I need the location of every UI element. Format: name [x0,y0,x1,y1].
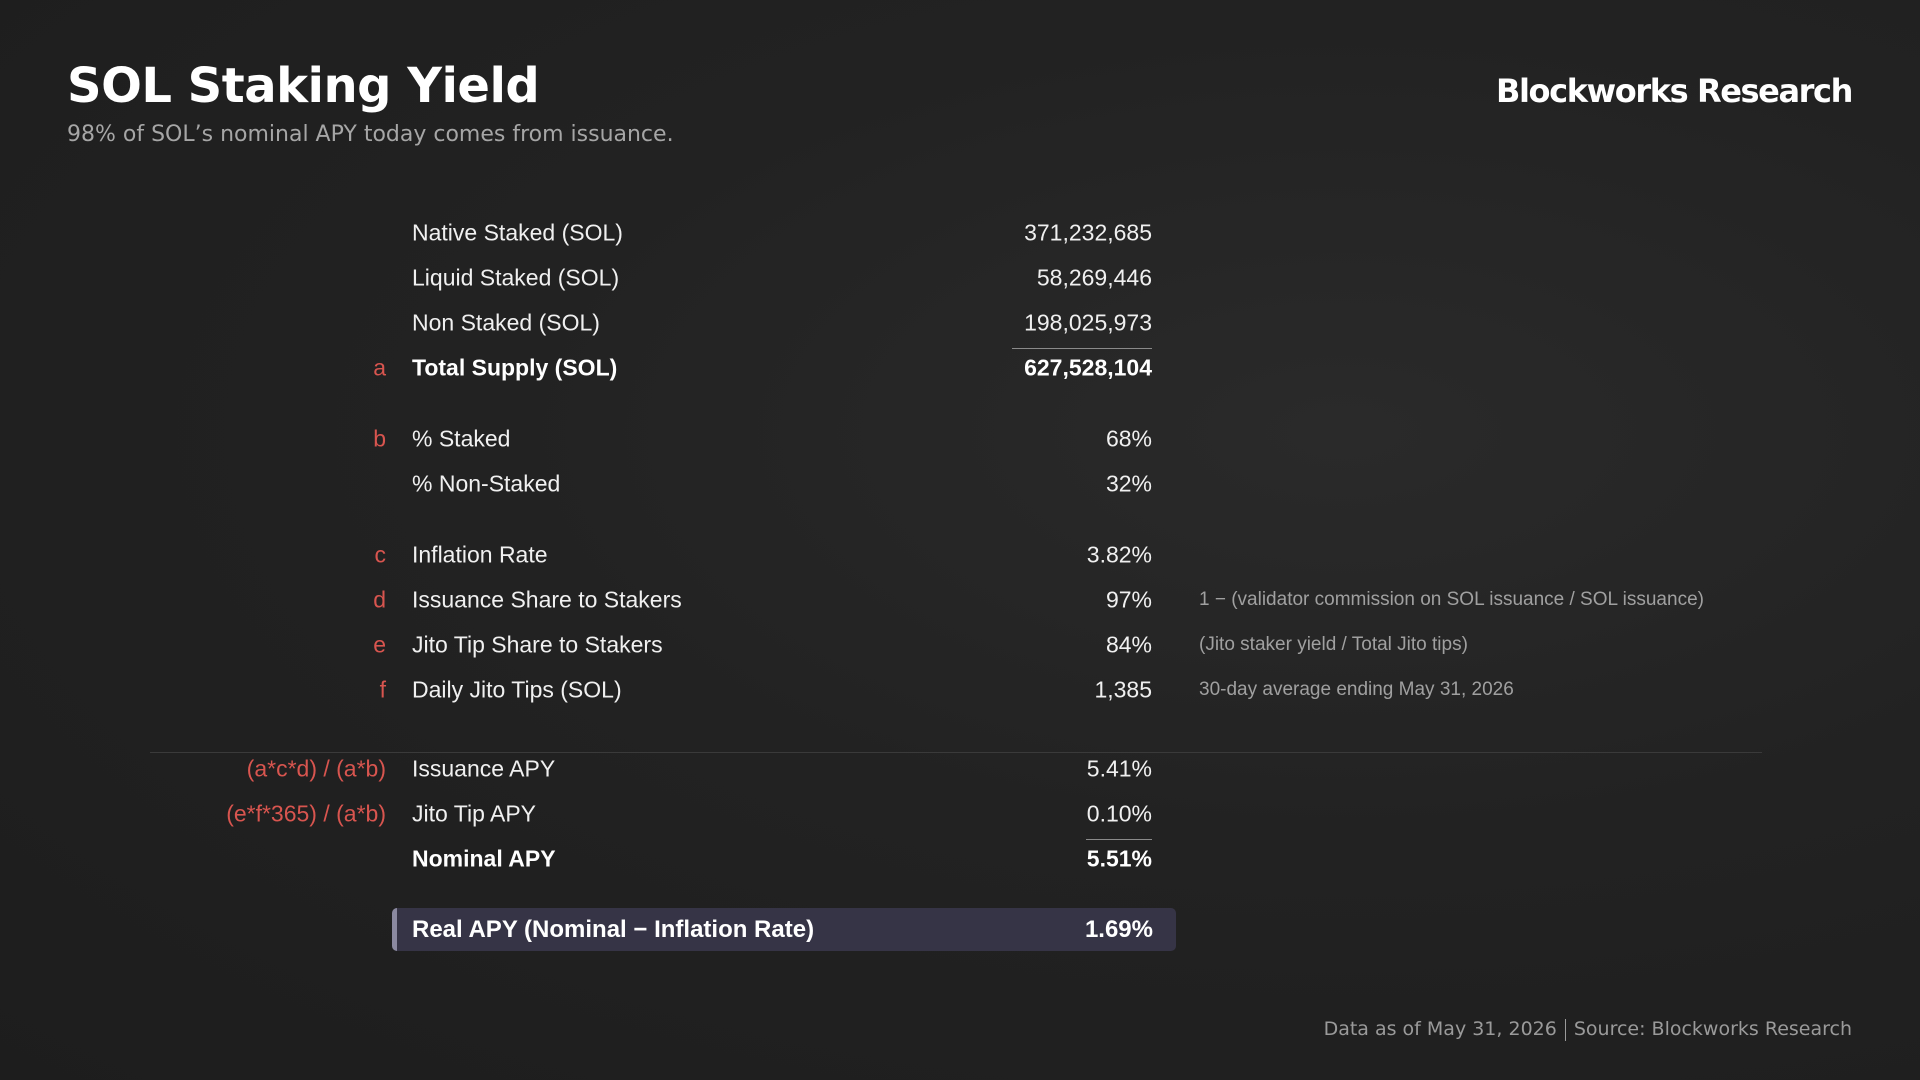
row-value: 1,385 [1094,676,1152,702]
row-formula-tag: c [374,541,387,567]
row-label: Inflation Rate [412,541,548,567]
row-value: 32% [1105,470,1152,496]
table-row-inflation-rate: c Inflation Rate 3.82% [0,532,1920,577]
row-label: Liquid Staked (SOL) [412,264,620,290]
row-value: 5.41% [1086,755,1152,781]
section-divider [150,752,1762,753]
table-row-total-supply: a Total Supply (SOL) 627,528,104 [0,345,1920,390]
row-label: % Staked [412,425,511,451]
row-value: 3.82% [1086,541,1152,567]
table-row-nominal-apy: Nominal APY 5.51% [0,836,1920,881]
row-value: 198,025,973 [1024,309,1152,335]
table-row-non-staked: Non Staked (SOL) 198,025,973 [0,300,1920,345]
row-formula-tag: f [379,676,386,702]
row-formula-tag: e [373,631,386,657]
table-row-pct-non-staked: % Non-Staked 32% [0,461,1920,506]
table-row-pct-staked: b % Staked 68% [0,416,1920,461]
row-value: 84% [1105,631,1152,657]
row-label: Nominal APY [412,845,556,871]
row-value: 0.10% [1086,800,1152,826]
page-title: SOL Staking Yield [67,58,540,114]
real-apy-highlight: Real APY (Nominal − Inflation Rate) 1.69… [392,908,1176,951]
footer-date: Data as of May 31, 2026 [1323,1018,1557,1040]
row-value: 371,232,685 [1024,219,1152,245]
real-apy-label: Real APY (Nominal − Inflation Rate) [412,915,815,943]
table-row-jito-tip-share: e Jito Tip Share to Stakers 84% (Jito st… [0,622,1920,667]
row-note: 1 − (validator commission on SOL issuanc… [1199,588,1704,610]
row-value: 5.51% [1086,845,1152,871]
row-label: Native Staked (SOL) [412,219,623,245]
footer: Data as of May 31, 2026 Source: Blockwork… [1324,1018,1852,1041]
table-row-liquid-staked: Liquid Staked (SOL) 58,269,446 [0,255,1920,300]
footer-separator [1564,1018,1566,1041]
row-value: 627,528,104 [1024,354,1152,380]
total-supply-rule [1012,348,1152,349]
row-formula-tag: b [373,425,386,451]
row-label: Daily Jito Tips (SOL) [412,676,622,702]
table-row-native-staked: Native Staked (SOL) 371,232,685 [0,210,1920,255]
row-note: 30-day average ending May 31, 2026 [1199,678,1514,700]
row-note: (Jito staker yield / Total Jito tips) [1199,633,1468,655]
table-row-jito-tip-apy: (e*f*365) / (a*b) Jito Tip APY 0.10% [0,791,1920,836]
table-row-issuance-share: d Issuance Share to Stakers 97% 1 − (val… [0,577,1920,622]
row-label: % Non-Staked [412,470,561,496]
table-row-daily-jito-tips: f Daily Jito Tips (SOL) 1,385 30-day ave… [0,667,1920,712]
row-value: 68% [1105,425,1152,451]
row-formula-tag: d [373,586,386,612]
real-apy-value: 1.69% [1084,915,1153,943]
row-value: 58,269,446 [1036,264,1152,290]
table-row-issuance-apy: (a*c*d) / (a*b) Issuance APY 5.41% [0,746,1920,791]
nominal-apy-rule [1086,839,1152,840]
row-value: 97% [1105,586,1152,612]
row-formula-tag: (e*f*365) / (a*b) [226,800,386,826]
row-label: Issuance APY [412,755,556,781]
row-label: Non Staked (SOL) [412,309,600,335]
row-formula-tag: a [373,354,386,380]
row-label: Jito Tip APY [412,800,537,826]
row-label: Jito Tip Share to Stakers [412,631,663,657]
row-label: Issuance Share to Stakers [412,586,682,612]
brand-logo: Blockworks Research [1495,72,1853,110]
row-formula-tag: (a*c*d) / (a*b) [246,755,386,781]
page-subtitle: 98% of SOL’s nominal APY today comes fro… [67,122,674,147]
row-label: Total Supply (SOL) [412,354,618,380]
footer-source: Source: Blockworks Research [1573,1018,1852,1040]
